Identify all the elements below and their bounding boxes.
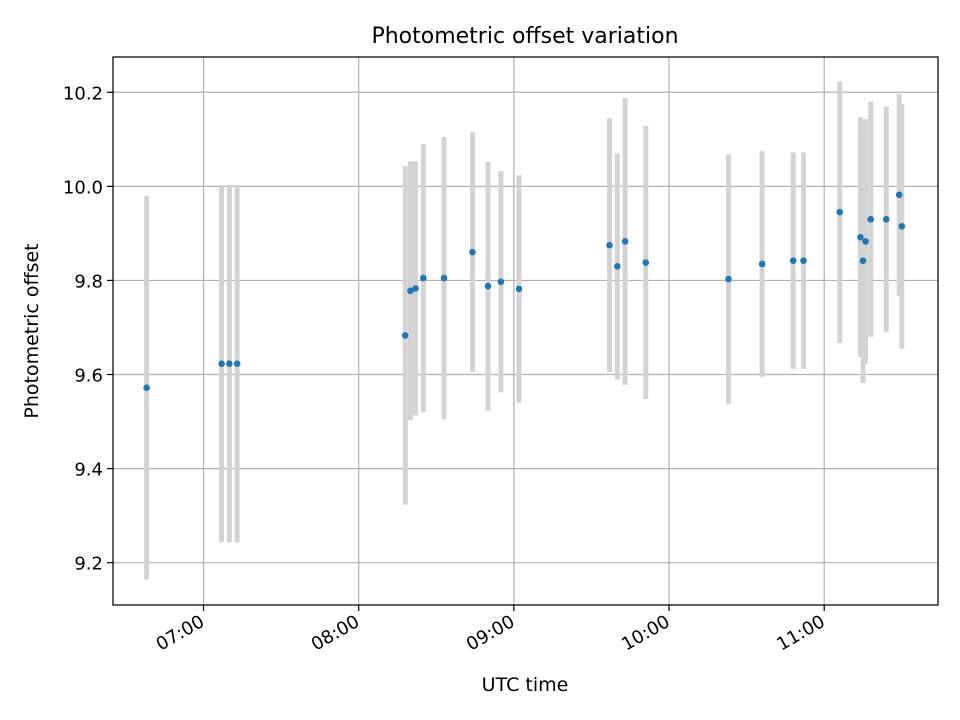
x-axis-label: UTC time [482,674,569,696]
data-point [606,241,613,249]
data-point [218,360,225,367]
data-point [401,332,409,339]
data-point [440,274,448,282]
data-point [233,360,241,367]
y-tick-label: 9.6 [74,366,103,387]
data-point [758,260,766,268]
data-point [226,360,233,367]
data-point [895,191,903,199]
plot-frame [112,56,939,606]
data-point [789,257,797,264]
y-tick-label: 9.8 [74,271,103,292]
data-point [898,223,906,230]
data-point [862,238,869,245]
data-points [143,191,906,391]
data-point [882,215,890,223]
data-point [725,275,732,283]
data-point [143,384,150,391]
data-point [484,282,492,290]
data-point [515,285,523,293]
data-point [857,233,864,241]
data-point [836,208,844,216]
data-point [800,257,807,264]
y-axis-label: Photometric offset [21,243,43,418]
data-point [867,215,875,223]
y-tick-label: 10.0 [63,177,103,198]
data-point [469,248,476,256]
y-tick-label: 10.2 [63,83,103,104]
data-point [614,263,621,270]
data-point [859,257,867,264]
data-point [497,278,505,286]
gridlines [113,57,938,605]
data-point [621,238,629,245]
data-point [412,285,419,292]
y-axis: 9.2 9.4 9.6 9.8 10.0 10.2 [63,83,113,575]
data-point [642,259,650,266]
data-point [420,274,427,282]
y-tick-label: 9.2 [74,554,103,575]
data-point [407,287,414,295]
chart-title: Photometric offset variation [371,24,678,49]
y-tick-label: 9.4 [74,460,103,481]
